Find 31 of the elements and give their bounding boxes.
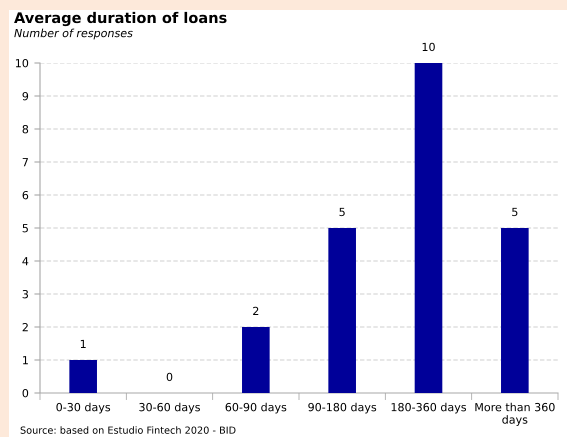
x-tick-label: 30-60 days [139, 402, 200, 414]
y-tick-label: 3 [22, 290, 28, 298]
data-label: 1 [80, 340, 86, 348]
x-tick-label: 180-360 days [392, 402, 466, 414]
data-label: 5 [339, 208, 345, 216]
x-tick-label: 0-30 days [56, 402, 110, 414]
y-tick-label: 1 [23, 356, 28, 364]
x-tick-label: More than 360 days [475, 402, 555, 426]
x-tick-label: 60-90 days [226, 402, 286, 414]
y-tick-label: 7 [22, 158, 28, 166]
bar [69, 360, 97, 393]
y-tick-label: 10 [16, 58, 28, 68]
y-tick-label: 4 [22, 257, 28, 266]
x-tick-label: 90-180 days [308, 402, 376, 414]
y-tick-label: 9 [22, 92, 28, 100]
y-tick-label: 2 [22, 322, 28, 332]
data-label: 2 [253, 306, 258, 315]
bar [501, 228, 529, 393]
bar [242, 327, 270, 393]
bar [328, 228, 356, 393]
y-tick-label: 0 [22, 388, 28, 398]
bar [414, 63, 442, 393]
data-label: 10 [422, 42, 435, 52]
y-tick-label: 8 [22, 124, 28, 134]
source-note: Source: based on Estudio Fintech 2020 - BID [20, 426, 236, 434]
y-tick-label: 6 [22, 190, 28, 200]
chart-subtitle: Number of responses [14, 28, 133, 40]
data-label: 5 [512, 208, 518, 216]
y-tick-label: 5 [22, 224, 28, 232]
data-label: 0 [166, 372, 172, 382]
chart-title: Average duration of loans [14, 12, 227, 26]
